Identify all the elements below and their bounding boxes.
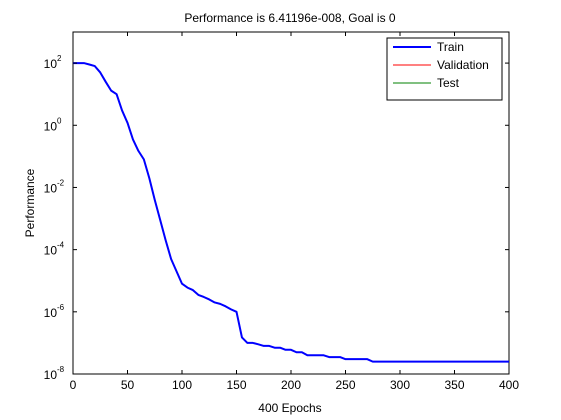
- series-layer: [73, 62, 509, 363]
- y-axis-label: Performance: [23, 168, 37, 237]
- y-tick-label: 10 -6: [44, 303, 65, 320]
- y-tick-label-base: 10: [44, 119, 58, 133]
- y-tick-label-exp: -2: [57, 178, 65, 187]
- chart-title: Performance is 6.41196e-008, Goal is 0: [184, 11, 396, 25]
- legend-items: Train Validation Test: [393, 40, 489, 90]
- y-tick-label-exp: -4: [57, 241, 65, 250]
- x-axis-label: 400 Epochs: [258, 401, 321, 415]
- legend: Train Validation Test: [386, 37, 503, 101]
- legend-label-validation: Validation: [437, 58, 489, 72]
- x-tick-label: 350: [444, 378, 464, 392]
- y-tick-label-base: 10: [44, 181, 58, 195]
- y-tick-label-exp: -8: [57, 365, 65, 374]
- x-tick-label: 150: [226, 378, 246, 392]
- y-tick-label: 10 -4: [44, 241, 65, 258]
- y-tick-label: 10 -2: [44, 178, 65, 195]
- legend-box: [386, 37, 503, 101]
- x-tick-label: 250: [335, 378, 355, 392]
- x-tick-label: 0: [70, 378, 77, 392]
- y-tick-label: 10 -8: [44, 365, 65, 382]
- y-tick-label-base: 10: [44, 368, 58, 382]
- y-tick-label-base: 10: [44, 57, 58, 71]
- x-axis-ticks: 0 50 100 150 200 250 300 350 400: [70, 32, 519, 392]
- y-tick-label: 10 2: [44, 54, 62, 71]
- legend-label-train: Train: [437, 40, 464, 54]
- y-tick-label: 10 0: [44, 116, 62, 133]
- legend-label-test: Test: [437, 76, 460, 90]
- y-tick-label-base: 10: [44, 244, 58, 258]
- y-tick-label-base: 10: [44, 306, 58, 320]
- x-tick-label: 100: [172, 378, 192, 392]
- x-tick-label: 300: [390, 378, 410, 392]
- series-line-train: [73, 62, 509, 363]
- y-tick-label-exp: 2: [57, 54, 62, 63]
- x-tick-label: 200: [281, 378, 301, 392]
- x-tick-label: 50: [121, 378, 135, 392]
- y-tick-label-exp: 0: [57, 116, 62, 125]
- y-tick-label-exp: -6: [57, 303, 65, 312]
- x-tick-label: 400: [499, 378, 519, 392]
